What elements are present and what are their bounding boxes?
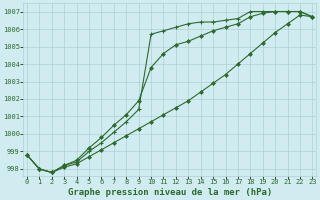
X-axis label: Graphe pression niveau de la mer (hPa): Graphe pression niveau de la mer (hPa) [68, 188, 272, 197]
